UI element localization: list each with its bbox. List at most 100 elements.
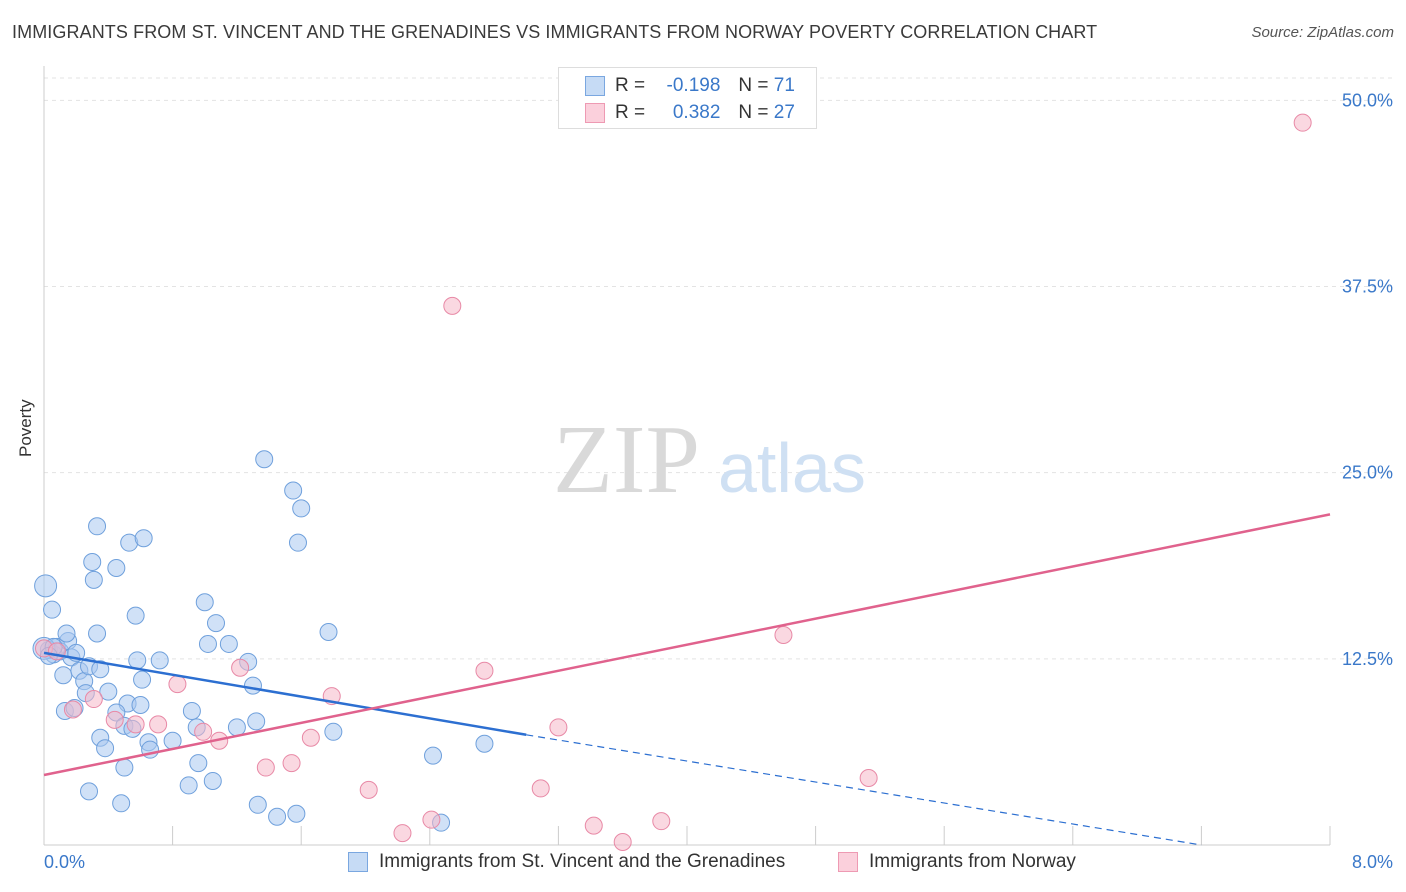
data-point-vincent (80, 782, 99, 801)
data-point-vincent (324, 722, 343, 741)
legend-n-label: N = (738, 102, 769, 123)
data-point-vincent (126, 606, 145, 625)
trend-line-vincent (43, 651, 527, 737)
series-norway-points (35, 113, 1312, 852)
legend-r-value: -0.198 (666, 75, 721, 96)
gridlines (44, 77, 1394, 660)
data-point-vincent (112, 794, 131, 813)
data-point-norway (149, 715, 168, 734)
y-tick-label: 50.0% (1342, 90, 1393, 110)
data-point-norway (282, 754, 301, 773)
data-point-norway (475, 661, 494, 680)
data-point-vincent (96, 739, 115, 758)
data-point-vincent (88, 624, 107, 643)
legend-label-vincent: Immigrants from St. Vincent and the Gren… (379, 851, 786, 872)
watermark-atlas: atlas (718, 429, 866, 507)
data-point-norway (168, 675, 187, 694)
legend-swatch-norway (585, 103, 605, 123)
data-point-vincent (268, 807, 287, 826)
source-label: Source: ZipAtlas.com (1251, 24, 1394, 41)
legend-swatch-vincent (585, 76, 605, 96)
data-point-vincent (99, 682, 118, 701)
data-point-vincent (182, 701, 201, 720)
data-point-vincent (195, 593, 214, 612)
chart-title: IMMIGRANTS FROM ST. VINCENT AND THE GREN… (12, 22, 1098, 42)
axes (43, 66, 1331, 846)
y-tick-label: 37.5% (1342, 277, 1393, 297)
series-legend: Immigrants from St. Vincent and the Gren… (0, 851, 1406, 879)
data-point-vincent (43, 600, 62, 619)
data-point-norway (126, 715, 145, 734)
data-point-vincent (284, 481, 303, 500)
data-point-vincent (91, 660, 110, 679)
legend-n-label: N = (738, 75, 769, 96)
data-point-vincent (287, 804, 306, 823)
trend-line-norway (43, 513, 1331, 777)
data-point-vincent (288, 533, 307, 552)
y-tick-label: 25.0% (1342, 463, 1393, 483)
legend-row-vincent: R = -0.198 N = 71 (585, 73, 795, 99)
data-point-vincent (88, 517, 107, 536)
legend-n-value: 27 (773, 102, 795, 123)
data-point-vincent (84, 570, 103, 589)
correlation-legend: R = -0.198 N = 71 R = 0.382 N = 27 (558, 67, 817, 129)
data-point-norway (584, 816, 603, 835)
data-point-norway (194, 722, 213, 741)
data-point-vincent (107, 558, 126, 577)
legend-label-norway: Immigrants from Norway (869, 851, 1076, 872)
y-tick-labels: 12.5% 25.0% 37.5% 50.0% (1342, 90, 1393, 668)
data-point-norway (774, 626, 793, 645)
x-tick-label-min: 0.0% (44, 852, 86, 872)
data-point-norway (422, 810, 441, 829)
data-point-vincent (203, 771, 222, 790)
data-point-vincent (83, 553, 102, 572)
y-tick-label: 12.5% (1342, 649, 1393, 669)
data-point-vincent (133, 670, 152, 689)
data-point-vincent (247, 712, 266, 731)
data-point-vincent (57, 624, 76, 643)
y-axis-label: Poverty (16, 399, 35, 457)
data-point-vincent (34, 574, 58, 598)
data-point-vincent (475, 734, 494, 753)
legend-row-norway: R = 0.382 N = 27 (585, 100, 795, 126)
x-tick-label-max: 8.0% (1351, 852, 1393, 872)
data-point-norway (549, 718, 568, 737)
data-point-norway (443, 296, 462, 315)
watermark: ZIP atlas (553, 406, 866, 514)
data-point-vincent (424, 746, 443, 765)
data-point-vincent (248, 795, 267, 814)
trend-line-vincent-extension (526, 734, 1202, 846)
legend-n-value: 71 (773, 75, 795, 96)
trend-lines (43, 513, 1331, 846)
data-point-vincent (179, 776, 198, 795)
watermark-zip: ZIP (553, 406, 700, 514)
data-point-norway (859, 768, 878, 787)
data-point-norway (301, 728, 320, 747)
legend-item-vincent[interactable]: Immigrants from St. Vincent and the Gren… (348, 851, 785, 873)
data-point-vincent (227, 718, 246, 737)
legend-swatch-norway (838, 852, 858, 872)
data-point-vincent (150, 651, 169, 670)
legend-r-value: 0.382 (672, 102, 721, 123)
data-point-vincent (219, 634, 238, 653)
data-point-norway (1293, 113, 1312, 132)
data-point-vincent (189, 754, 208, 773)
data-point-vincent (128, 651, 147, 670)
data-point-vincent (319, 623, 338, 642)
data-point-norway (531, 779, 550, 798)
legend-swatch-vincent (348, 852, 368, 872)
data-point-norway (63, 700, 82, 719)
data-point-norway (359, 780, 378, 799)
legend-r-label: R = (615, 102, 646, 123)
data-point-norway (652, 812, 671, 831)
data-point-vincent (54, 666, 73, 685)
data-point-vincent (198, 634, 217, 653)
data-point-vincent (131, 696, 150, 715)
data-point-norway (613, 833, 632, 852)
legend-item-norway[interactable]: Immigrants from Norway (838, 851, 1076, 873)
data-point-vincent (255, 450, 274, 469)
data-point-vincent (207, 614, 226, 633)
data-point-norway (84, 690, 103, 709)
data-point-norway (393, 824, 412, 843)
